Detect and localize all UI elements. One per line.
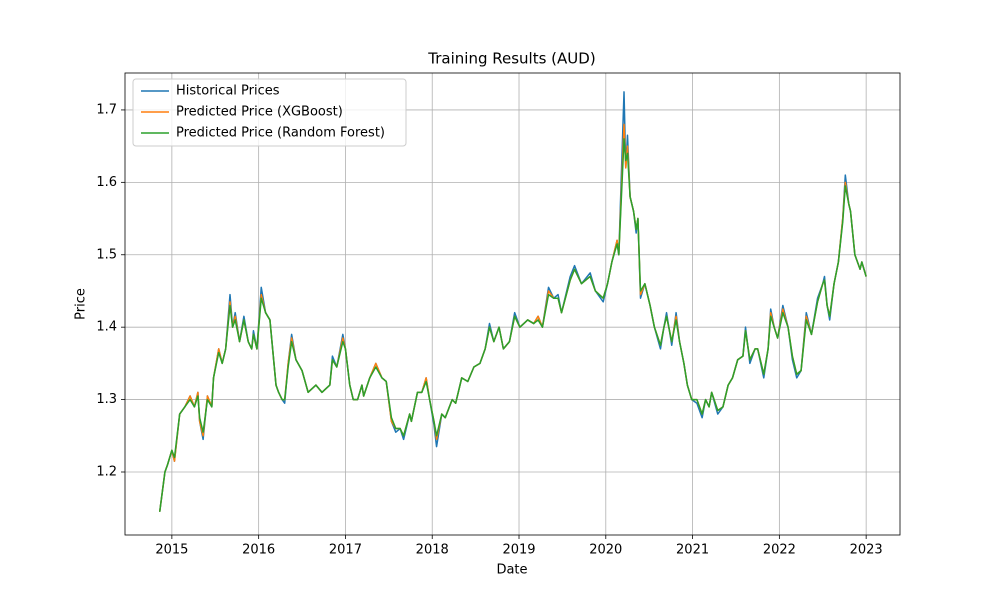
x-tick-label: 2018 [416, 543, 449, 558]
plot-frame [124, 72, 901, 536]
legend-label: Historical Prices [176, 84, 280, 99]
legend-label: Predicted Price (Random Forest) [176, 126, 385, 141]
x-tick-label: 2020 [589, 543, 622, 558]
x-tick-label: 2022 [763, 543, 796, 558]
y-tick-label: 1.6 [96, 175, 117, 190]
x-tick-label: 2019 [502, 543, 535, 558]
y-tick-label: 1.5 [96, 247, 117, 262]
legend: Historical Prices Predicted Price (XGBoos… [132, 78, 407, 147]
line-series [158, 138, 867, 512]
legend-label: Predicted Price (XGBoost) [176, 105, 343, 120]
x-tick-label: 2023 [850, 543, 883, 558]
y-tick-label: 1.7 [96, 102, 117, 117]
chart-title: Training Results (AUD) [427, 50, 595, 68]
legend-box [132, 78, 407, 147]
x-tick-label: 2015 [155, 543, 188, 558]
line-series [158, 91, 867, 512]
y-tick-label: 1.4 [96, 320, 117, 335]
x-tick-label: 2017 [329, 543, 362, 558]
x-tick-label: 2016 [242, 543, 275, 558]
y-tick-label: 1.2 [96, 465, 117, 480]
x-axis-label: Date [496, 563, 527, 578]
y-tick-label: 1.3 [96, 392, 117, 407]
y-axis-label: Price [74, 288, 89, 320]
x-tick-label: 2021 [676, 543, 709, 558]
